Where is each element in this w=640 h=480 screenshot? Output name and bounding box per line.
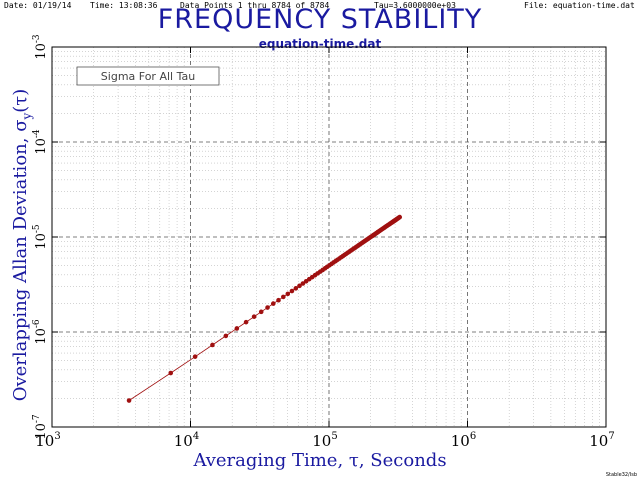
header-data-points: Data Points 1 thru 8784 of 8784 (180, 1, 330, 10)
data-point (285, 291, 291, 297)
data-point (270, 301, 276, 306)
header-tau: Tau=3.6000000e+03 (374, 1, 456, 10)
y-tick-label: 10-5 (32, 224, 49, 250)
data-point (126, 398, 132, 403)
y-tick-label: 10-3 (32, 34, 49, 60)
chart-title: FREQUENCY STABILITY (157, 4, 483, 35)
y-tick-label: 10-4 (32, 129, 49, 155)
x-tick-label: 107 (589, 431, 614, 450)
software-credit: Stable32/Isb (605, 472, 637, 478)
data-point (251, 314, 257, 319)
data-point (223, 333, 229, 339)
data-point (397, 214, 403, 220)
data-point (243, 319, 249, 325)
x-tick-label: 104 (174, 431, 199, 450)
data-point (210, 342, 215, 348)
data-point (297, 283, 302, 289)
data-point (265, 305, 270, 310)
data-point (192, 354, 198, 359)
data-point (289, 288, 295, 294)
data-point (168, 370, 174, 376)
data-point (258, 309, 264, 315)
data-point (234, 326, 240, 331)
legend-box (76, 66, 220, 86)
x-tick-label: 106 (451, 431, 476, 450)
header-file: File: equation-time.dat (524, 1, 635, 10)
header-date: Date: 01/19/14 (4, 1, 72, 10)
x-tick-label: 105 (312, 431, 337, 450)
data-point (300, 281, 306, 286)
data-point (276, 297, 281, 303)
header-time: Time: 13:08:36 (90, 1, 158, 10)
legend-label: Sigma For All Tau (101, 70, 195, 83)
y-tick-label: 10-7 (32, 414, 49, 440)
y-tick-label: 10-6 (32, 319, 49, 345)
data-point (281, 294, 286, 300)
x-axis-label: Averaging Time, τ, Seconds (193, 450, 447, 471)
x-tick-label: 103 (35, 431, 60, 450)
data-point (293, 286, 299, 291)
